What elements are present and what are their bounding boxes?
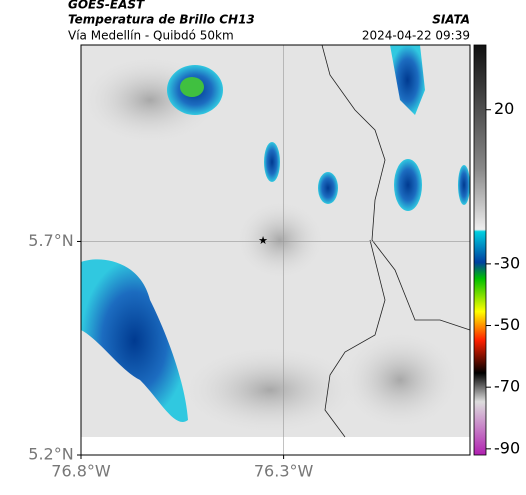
colorbar-tick-label: 20 <box>494 99 514 118</box>
colorbar-tick-label: -50 <box>494 315 520 334</box>
source: SIATA <box>432 13 470 27</box>
colorbar <box>473 44 487 456</box>
title: Temperatura de Brillo CH13 <box>68 13 255 27</box>
colorbar-tick-label: -30 <box>494 253 520 272</box>
subtitle: Vía Medellín - Quibdó 50km <box>68 29 234 43</box>
map-frame <box>80 44 471 456</box>
colorbar-tick-label: -70 <box>494 377 520 396</box>
y-tick-label: 5.2°N <box>28 445 73 464</box>
satellite-image <box>80 45 470 455</box>
colorbar-tick-label: -90 <box>494 438 520 457</box>
city-marker: ★ <box>258 234 268 247</box>
datetime: 2024-04-22 09:39 <box>362 29 470 43</box>
y-tick-label: 5.7°N <box>28 231 73 250</box>
boundaries <box>321 44 471 438</box>
satellite: GOES-EAST <box>68 0 145 12</box>
x-tick-label: 76.8°W <box>51 462 111 481</box>
x-tick-label: 76.3°W <box>254 462 314 481</box>
